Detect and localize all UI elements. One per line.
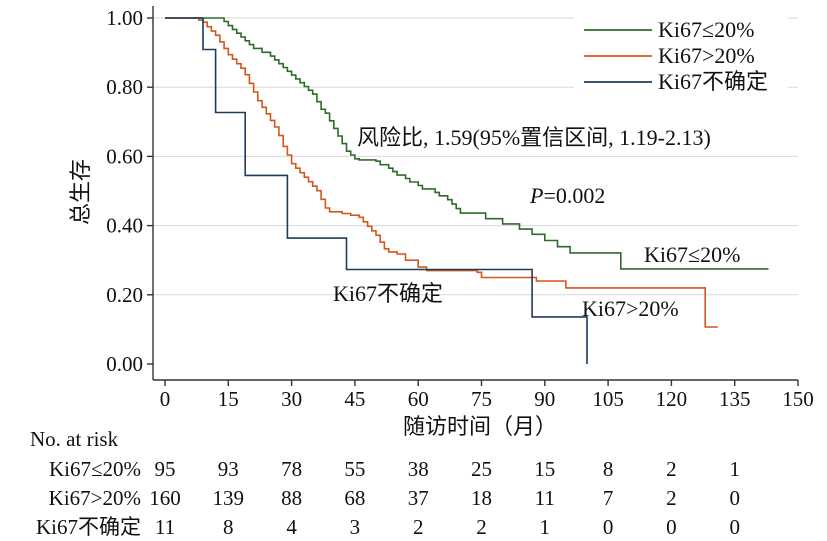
risk-cell: 2 bbox=[666, 457, 677, 481]
risk-row-label: Ki67≤20% bbox=[49, 457, 141, 481]
survival-curves bbox=[165, 17, 769, 364]
risk-cell: 2 bbox=[476, 515, 487, 539]
legend: Ki67≤20%Ki67>20%Ki67不确定 bbox=[574, 16, 788, 104]
y-axis-title: 总生存 bbox=[68, 159, 93, 225]
x-tick-label: 120 bbox=[656, 387, 688, 411]
risk-cell: 0 bbox=[666, 515, 677, 539]
curve-ki67-low bbox=[165, 17, 769, 270]
risk-cell: 3 bbox=[350, 515, 361, 539]
legend-label: Ki67>20% bbox=[658, 43, 755, 68]
risk-cell: 1 bbox=[540, 515, 551, 539]
risk-cell: 55 bbox=[344, 457, 365, 481]
risk-cell: 25 bbox=[471, 457, 492, 481]
p-value-annotation: P=0.002 bbox=[529, 183, 605, 208]
x-tick-label: 75 bbox=[471, 387, 492, 411]
legend-label: Ki67≤20% bbox=[658, 17, 754, 42]
curve-label-low: Ki67≤20% bbox=[644, 242, 740, 267]
risk-cell: 68 bbox=[344, 486, 365, 510]
risk-cell: 88 bbox=[281, 486, 302, 510]
x-tick-label: 135 bbox=[719, 387, 751, 411]
risk-cell: 0 bbox=[603, 515, 614, 539]
x-tick-label: 150 bbox=[782, 387, 814, 411]
risk-cell: 38 bbox=[408, 457, 429, 481]
risk-cell: 78 bbox=[281, 457, 302, 481]
risk-cell: 15 bbox=[534, 457, 555, 481]
risk-cell: 95 bbox=[155, 457, 176, 481]
risk-cell: 8 bbox=[603, 457, 614, 481]
risk-cell: 7 bbox=[603, 486, 614, 510]
hazard-ratio-annotation: 风险比, 1.59(95%置信区间, 1.19-2.13) bbox=[357, 125, 711, 150]
x-tick-label: 45 bbox=[344, 387, 365, 411]
x-tick-label: 105 bbox=[592, 387, 624, 411]
risk-cell: 11 bbox=[155, 515, 175, 539]
y-tick-label: 0.80 bbox=[106, 75, 143, 99]
curve-label-unknown: Ki67不确定 bbox=[333, 281, 443, 306]
x-tick-label: 90 bbox=[534, 387, 555, 411]
x-tick-label: 60 bbox=[408, 387, 429, 411]
risk-cell: 37 bbox=[408, 486, 429, 510]
x-tick-label: 30 bbox=[281, 387, 302, 411]
y-tick-label: 0.40 bbox=[106, 214, 143, 238]
risk-cell: 11 bbox=[535, 486, 555, 510]
risk-cell: 2 bbox=[413, 515, 424, 539]
p-value: =0.002 bbox=[543, 183, 605, 208]
legend-label: Ki67不确定 bbox=[658, 69, 768, 94]
x-axis-title: 随访时间（月） bbox=[403, 414, 557, 439]
curve-ki67-unknown bbox=[165, 17, 588, 364]
plot-frame bbox=[152, 6, 798, 381]
risk-cell: 139 bbox=[213, 486, 245, 510]
risk-cell: 4 bbox=[286, 515, 297, 539]
axis-ticks: 0.00 0.20 0.40 0.60 0.80 1.00 0 15 30 45 60 75 90 105… bbox=[106, 6, 814, 411]
risk-row-label: Ki67不确定 bbox=[36, 515, 141, 539]
risk-row-label: Ki67>20% bbox=[49, 486, 141, 510]
p-symbol: P bbox=[529, 183, 543, 208]
risk-cell: 8 bbox=[223, 515, 234, 539]
y-tick-label: 0.00 bbox=[106, 352, 143, 376]
risk-cell: 93 bbox=[218, 457, 239, 481]
y-tick-label: 0.60 bbox=[106, 144, 143, 168]
y-tick-label: 0.20 bbox=[106, 283, 143, 307]
risk-table-title: No. at risk bbox=[30, 427, 119, 451]
y-tick-label: 1.00 bbox=[106, 6, 143, 30]
x-tick-label: 0 bbox=[160, 387, 171, 411]
curve-ki67-high bbox=[165, 17, 718, 328]
risk-cell: 160 bbox=[149, 486, 181, 510]
risk-cell: 1 bbox=[729, 457, 740, 481]
risk-cell: 2 bbox=[666, 486, 677, 510]
risk-cell: 0 bbox=[729, 486, 740, 510]
risk-cell: 0 bbox=[729, 515, 740, 539]
curve-label-high: Ki67>20% bbox=[582, 296, 679, 321]
x-tick-label: 15 bbox=[218, 387, 239, 411]
risk-cell: 18 bbox=[471, 486, 492, 510]
